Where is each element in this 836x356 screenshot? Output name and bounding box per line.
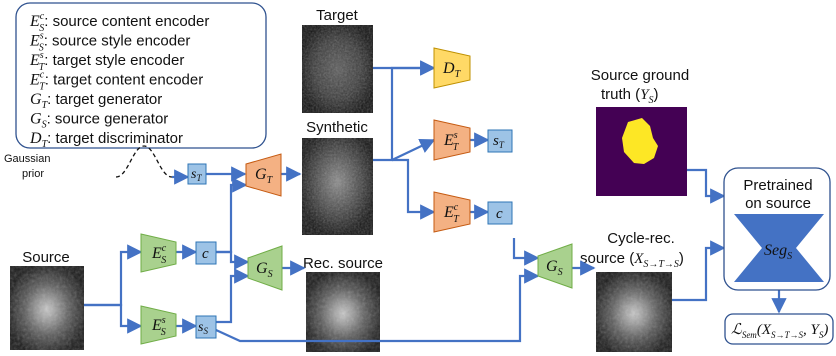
disc-tgt-label: DT <box>442 60 462 80</box>
legend-item: DT: target discriminator <box>29 130 183 150</box>
legend-item: GS: source generator <box>30 111 168 131</box>
synthetic-label: Synthetic <box>306 119 368 136</box>
legend-item: Es T: target style encoder <box>29 50 184 73</box>
source-image-group: Source <box>10 249 84 350</box>
loss-label: ℒSem(XS→T→S, YS) <box>731 322 828 340</box>
gt-label-line1: Source ground <box>591 67 689 84</box>
pretrained-label-line2: on source <box>745 195 811 212</box>
pretrained-label-line1: Pretrained <box>743 177 812 194</box>
seg-label: SegS <box>764 242 792 262</box>
prior-label: prior <box>22 168 44 180</box>
code-style-target-prior: sT <box>187 163 207 185</box>
cycle-rec-label-line2: source (XS→T→S) <box>580 250 684 270</box>
gt-label-line2: truth (YS) <box>601 86 659 106</box>
code-style-source: sS <box>195 315 217 339</box>
pretrained-segmenter: Pretrained on source SegS <box>723 167 831 291</box>
encoder-target-style: Es T <box>433 119 471 161</box>
code-style-target-out: sT <box>487 129 513 153</box>
enc-src-content-label: Ec S <box>151 243 167 266</box>
discriminator-target: DT <box>433 47 471 89</box>
ground-truth-group: Source ground truth (YS) <box>591 67 689 196</box>
segmentation-network-shape <box>734 214 824 282</box>
code-content-target: c <box>487 201 513 225</box>
code-content-source: c <box>195 241 217 265</box>
gaussian-label: Gaussian <box>4 153 50 165</box>
code-sS-label: sS <box>198 320 208 336</box>
encoder-source-style: Es S <box>140 305 177 345</box>
code-sT-out-label: sT <box>493 133 505 150</box>
enc-tgt-content-label: Ec T <box>443 202 460 225</box>
gen-src-2-label: GS <box>546 258 563 278</box>
gaussian-prior: Gaussian prior <box>4 145 173 180</box>
legend-item: Ec T: target content encoder <box>29 70 203 93</box>
rec-source-label: Rec. source <box>303 255 383 272</box>
encoder-source-content: Ec S <box>140 233 177 273</box>
generator-source-1: GS <box>247 245 283 291</box>
generator-source-2: GS <box>537 243 573 289</box>
connections <box>84 60 787 343</box>
rec-source-image-group: Rec. source <box>303 255 383 352</box>
source-label: Source <box>22 249 70 266</box>
enc-tgt-style-label: Es T <box>443 130 460 153</box>
target-image-group: Target <box>302 7 373 113</box>
code-c-tgt-label: c <box>496 206 503 222</box>
encoder-target-content: Ec T <box>433 191 471 233</box>
cycle-rec-label-line1: Cycle-rec. <box>607 230 675 247</box>
semantic-loss: ℒSem(XS→T→S, YS) <box>724 313 834 345</box>
cycle-rec-image-group: Cycle-rec. source (XS→T→S) <box>580 230 684 352</box>
code-c-src-label: c <box>202 246 209 262</box>
gen-src-1-label: GS <box>256 260 273 280</box>
synthetic-image-group: Synthetic <box>302 119 373 235</box>
code-sT-prior-label: sT <box>191 167 202 183</box>
enc-src-style-label: Es S <box>151 315 166 338</box>
ground-truth-region <box>622 118 658 164</box>
gen-tgt-label: GT <box>255 166 274 186</box>
gaussian-curve-icon <box>115 145 173 178</box>
target-label: Target <box>316 7 359 24</box>
legend-item: Ec S: source content encoder <box>29 11 209 34</box>
legend-item: Es S: source style encoder <box>29 31 190 54</box>
generator-target: GT <box>245 153 282 197</box>
legend-item: GT: target generator <box>30 91 162 111</box>
